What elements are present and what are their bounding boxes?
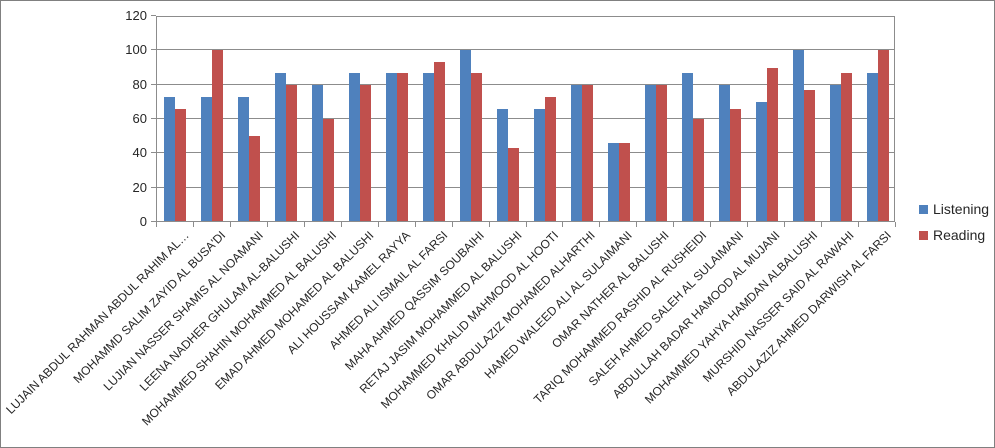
- bar-listening: [792, 50, 804, 221]
- bar-listening: [164, 96, 176, 221]
- bar-reading: [360, 84, 372, 221]
- bar-reading: [212, 50, 224, 221]
- bar-reading: [692, 119, 704, 221]
- bar-listening: [423, 72, 435, 221]
- bar-listening: [238, 96, 250, 221]
- bar-reading: [397, 72, 409, 221]
- bar-reading: [766, 67, 778, 221]
- x-tick: [340, 222, 342, 227]
- bar-reading: [286, 84, 298, 221]
- bar-reading: [581, 84, 593, 221]
- x-tick: [858, 222, 860, 227]
- bar-listening: [349, 72, 361, 221]
- y-axis-label: 100: [125, 42, 147, 58]
- x-tick: [303, 222, 305, 227]
- bar-listening: [644, 84, 656, 221]
- legend: Listening Reading: [919, 202, 989, 254]
- bar-reading: [840, 72, 852, 221]
- y-axis-label: 120: [125, 8, 147, 23]
- y-tick: [151, 15, 156, 16]
- bar-listening: [755, 101, 767, 221]
- x-tick: [636, 222, 638, 227]
- bar-reading: [655, 84, 667, 221]
- x-tick: [156, 222, 157, 227]
- bar-reading: [877, 50, 889, 221]
- bar-reading: [729, 108, 741, 221]
- x-tick: [562, 222, 564, 227]
- y-tick: [151, 186, 156, 188]
- x-tick: [488, 222, 490, 227]
- x-tick: [673, 222, 675, 227]
- y-axis-label: 20: [132, 179, 147, 195]
- legend-label-listening: Listening: [933, 201, 990, 217]
- bar-listening: [681, 72, 693, 221]
- x-tick: [747, 222, 749, 227]
- bar-reading: [249, 136, 261, 221]
- legend-swatch-reading-icon: [919, 231, 928, 240]
- x-tick: [414, 222, 416, 227]
- legend-item-reading: Reading: [919, 228, 989, 243]
- legend-label-reading: Reading: [933, 227, 986, 243]
- x-tick: [895, 222, 896, 227]
- gridline: [157, 49, 894, 51]
- y-axis-label: 80: [132, 76, 147, 92]
- x-tick: [710, 222, 712, 227]
- x-tick: [192, 222, 194, 227]
- gridline: [157, 186, 894, 188]
- bar-listening: [570, 84, 582, 221]
- bar-reading: [434, 62, 446, 221]
- bar-listening: [866, 72, 878, 221]
- bar-listening: [607, 143, 619, 221]
- bar-reading: [803, 89, 815, 221]
- y-axis-label: 60: [132, 111, 147, 126]
- x-tick: [451, 222, 453, 227]
- legend-swatch-listening-icon: [919, 205, 928, 214]
- gridline: [157, 118, 894, 119]
- x-tick: [266, 222, 268, 227]
- bar-reading: [508, 148, 520, 221]
- x-tick: [599, 222, 601, 227]
- y-axis-label: 0: [139, 214, 147, 229]
- y-axis-label: 40: [132, 145, 147, 161]
- y-tick: [151, 83, 156, 85]
- bar-listening: [386, 72, 398, 221]
- bar-reading: [323, 119, 335, 221]
- bar-listening: [533, 108, 545, 221]
- y-tick: [151, 118, 156, 119]
- bar-listening: [829, 84, 841, 221]
- plot-area: [156, 16, 895, 222]
- x-tick: [377, 222, 379, 227]
- y-tick: [151, 152, 156, 154]
- x-tick: [821, 222, 823, 227]
- bar-reading: [618, 143, 630, 221]
- bar-listening: [275, 72, 287, 221]
- bar-listening: [201, 96, 213, 221]
- x-tick: [525, 222, 527, 227]
- bar-listening: [718, 84, 730, 221]
- bar-listening: [460, 50, 472, 221]
- bar-reading: [175, 108, 187, 221]
- bar-reading: [471, 72, 483, 221]
- x-tick: [784, 222, 786, 227]
- x-tick: [229, 222, 231, 227]
- y-tick: [151, 49, 156, 51]
- bar-reading: [544, 96, 556, 221]
- y-tick: [151, 221, 156, 222]
- bar-listening: [497, 108, 509, 221]
- bar-listening: [312, 84, 324, 221]
- legend-item-listening: Listening: [919, 202, 989, 217]
- gridline: [157, 83, 894, 85]
- gridline: [157, 152, 894, 154]
